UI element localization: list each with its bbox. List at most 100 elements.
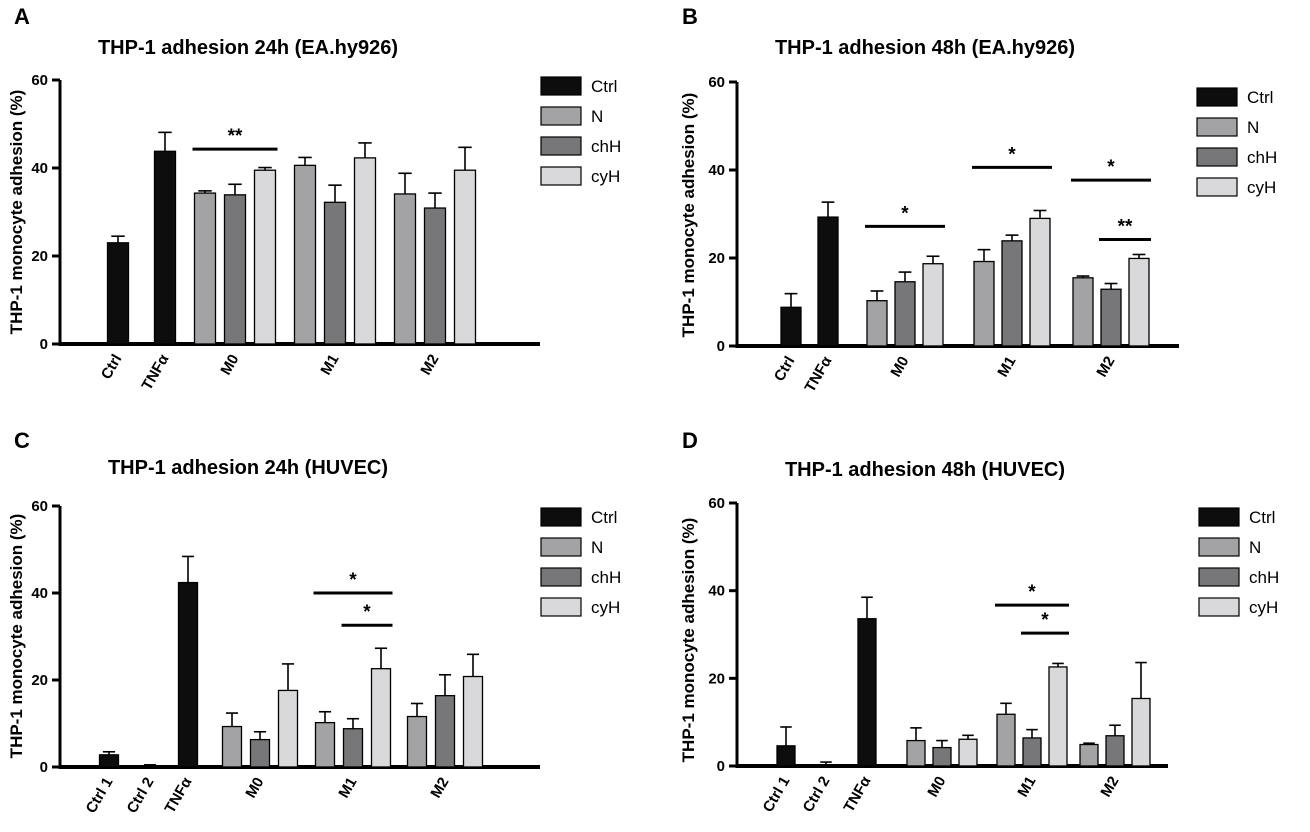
y-tick-label: 60 <box>31 72 48 89</box>
bar-chh <box>323 201 347 345</box>
y-tick-label: 40 <box>708 583 725 600</box>
bar-n <box>1079 743 1099 767</box>
legend-swatch-n <box>540 537 582 557</box>
significance-label: * <box>1008 144 1016 165</box>
y-tick-label: 60 <box>708 74 725 91</box>
bar-chh <box>249 738 271 768</box>
bar-chh <box>423 207 447 345</box>
y-axis-label: THP-1 monocyte adhesion (%) <box>7 90 26 335</box>
x-category-label: M2 <box>1097 774 1122 801</box>
y-tick-label: 0 <box>40 336 48 353</box>
legend-swatch-chh <box>1198 567 1240 587</box>
bar-n <box>973 260 995 347</box>
significance-label: ** <box>1118 217 1133 238</box>
legend-swatch-chh <box>1196 147 1238 167</box>
bar-ctrl <box>98 754 120 768</box>
y-axis-label: THP-1 monocyte adhesion (%) <box>679 93 698 338</box>
legend-swatch-ctrl <box>1198 507 1240 527</box>
y-tick-label: 0 <box>717 338 725 355</box>
bar-n <box>906 739 926 767</box>
legend-swatch-ctrl <box>1196 87 1238 107</box>
x-category-label: M1 <box>1014 774 1039 801</box>
y-axis-label: THP-1 monocyte adhesion (%) <box>7 514 26 759</box>
legend-label: cyH <box>1247 178 1276 197</box>
legend-label: chH <box>591 568 621 587</box>
bar-ctrl <box>857 618 877 767</box>
bar-ctrl <box>153 150 177 345</box>
chart-title: THP-1 adhesion 48h (EA.hy926) <box>775 37 1075 59</box>
bar-ctrl <box>177 581 199 768</box>
legend-swatch-chh <box>540 136 582 156</box>
bar-cyh <box>1048 666 1068 767</box>
chart-title: THP-1 adhesion 24h (HUVEC) <box>108 457 388 479</box>
y-tick-label: 40 <box>31 585 48 602</box>
bar-chh <box>223 194 247 345</box>
x-category-label: Ctrl 1 <box>83 775 117 817</box>
bar-cyh <box>1128 257 1150 347</box>
legend-swatch-cyh <box>1198 597 1240 617</box>
legend-swatch-cyh <box>540 166 582 186</box>
legend-swatch-ctrl <box>540 76 582 96</box>
legend-swatch-chh <box>540 567 582 587</box>
bar-ctrl <box>139 765 161 768</box>
bar-cyh <box>1029 217 1051 347</box>
bar-cyh <box>453 169 477 345</box>
bar-cyh <box>370 668 392 768</box>
x-category-label: TNFα <box>139 351 173 393</box>
legend-label: Ctrl <box>591 508 617 527</box>
significance-label: * <box>1107 157 1115 178</box>
x-category-label: M2 <box>1093 354 1118 381</box>
significance-label: * <box>363 602 371 623</box>
bar-cyh <box>1131 697 1151 767</box>
y-tick-label: 60 <box>31 498 48 515</box>
chart-panel-c: C THP-1 adhesion 24h (HUVEC) THP-1 monocyt… <box>7 428 621 816</box>
legend-swatch-n <box>1198 537 1240 557</box>
legend-swatch-ctrl <box>540 507 582 527</box>
panel-letter: A <box>14 4 30 29</box>
bar-chh <box>434 695 456 768</box>
x-category-label: Ctrl 1 <box>760 774 794 816</box>
chart-title: THP-1 adhesion 24h (EA.hy926) <box>98 37 398 59</box>
y-tick-label: 20 <box>708 670 725 687</box>
y-tick-label: 0 <box>40 759 48 776</box>
bar-n <box>314 721 336 768</box>
legend-label: N <box>591 107 603 126</box>
bar-ctrl <box>106 242 130 345</box>
bar-n <box>393 193 417 345</box>
x-category-label: Ctrl <box>98 352 126 383</box>
significance-label: * <box>1041 610 1049 631</box>
bar-n <box>406 715 428 768</box>
x-category-label: M0 <box>924 774 949 801</box>
significance-label: * <box>1028 582 1036 603</box>
x-category-label: TNFα <box>162 774 196 816</box>
chart-panel-b: B THP-1 adhesion 48h (EA.hy926) THP-1 mono… <box>679 4 1277 395</box>
legend-label: Ctrl <box>591 77 617 96</box>
legend-label: N <box>1249 538 1261 557</box>
bar-ctrl <box>776 745 796 767</box>
bar-n <box>996 713 1016 767</box>
panel-letter: B <box>682 4 698 29</box>
x-category-label: TNFα <box>841 773 875 815</box>
legend-label: cyH <box>1249 598 1278 617</box>
bar-chh <box>932 746 952 767</box>
legend-swatch-cyh <box>1196 177 1238 197</box>
legend-label: Ctrl <box>1249 508 1275 527</box>
bar-n <box>293 164 317 345</box>
legend-label: cyH <box>591 598 620 617</box>
bar-n <box>221 725 243 768</box>
chart-panel-d: D THP-1 adhesion 48h (HUVEC) THP-1 monocyt… <box>679 428 1279 815</box>
significance-label: * <box>349 570 357 591</box>
y-tick-label: 0 <box>717 758 725 775</box>
bar-ctrl <box>780 306 802 347</box>
x-category-label: M1 <box>317 352 342 379</box>
bar-chh <box>1001 240 1023 347</box>
y-axis-label: THP-1 monocyte adhesion (%) <box>679 518 698 763</box>
x-category-label: M1 <box>335 775 360 802</box>
x-category-label: M1 <box>994 354 1019 381</box>
x-category-label: Ctrl 2 <box>800 774 834 816</box>
bar-ctrl <box>817 216 839 347</box>
bar-n <box>1072 277 1094 347</box>
bar-cyh <box>462 675 484 768</box>
legend-label: chH <box>591 137 621 156</box>
